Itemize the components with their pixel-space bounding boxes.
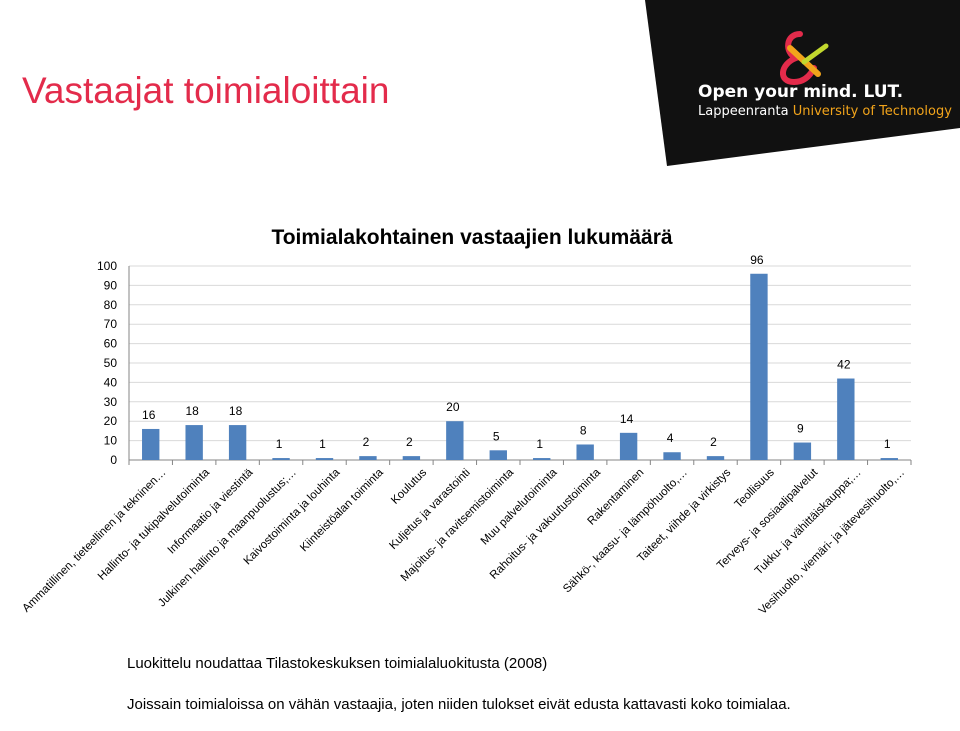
- data-label: 18: [185, 404, 199, 418]
- data-label: 1: [536, 437, 543, 451]
- logo-university: Lappeenranta University of Technology: [698, 104, 952, 119]
- category-label: Teollisuus: [733, 466, 777, 510]
- chart-title: Toimialakohtainen vastaajien lukumäärä: [271, 226, 672, 249]
- gridlines: [129, 265, 911, 442]
- data-label: 2: [363, 435, 370, 449]
- category-label: Koulutus: [389, 466, 429, 506]
- y-tick-label: 0: [110, 453, 117, 467]
- bar: [402, 456, 421, 460]
- data-label: 96: [750, 253, 764, 267]
- y-tick-label: 80: [104, 298, 118, 312]
- bar: [489, 450, 507, 460]
- data-label: 4: [667, 431, 674, 445]
- y-tick-label: 70: [104, 317, 118, 331]
- bar-chart: Toimialakohtainen vastaajien lukumäärä 0…: [20, 226, 912, 617]
- logo-university-city: Lappeenranta: [698, 104, 793, 119]
- data-label: 20: [446, 400, 460, 414]
- bar: [750, 273, 768, 460]
- bar: [706, 456, 725, 460]
- data-label: 2: [710, 435, 717, 449]
- slide-title: Vastaajat toimialoittain: [22, 70, 390, 111]
- data-label: 16: [142, 408, 156, 422]
- data-label: 1: [319, 437, 326, 451]
- bars: [142, 273, 898, 460]
- data-label: 1: [884, 437, 891, 451]
- bar: [315, 458, 334, 460]
- category-label: Informaatio ja viestintä: [166, 466, 256, 556]
- bar: [446, 421, 464, 460]
- data-label: 5: [493, 429, 500, 443]
- bar: [359, 456, 377, 460]
- classification-note: Luokittelu noudattaa Tilastokeskuksen to…: [127, 655, 548, 672]
- bar: [272, 458, 290, 460]
- y-tick-label: 10: [104, 434, 118, 448]
- y-tick-label: 100: [97, 259, 117, 273]
- logo-university-name: University of Technology: [792, 104, 952, 119]
- data-label: 14: [620, 412, 634, 426]
- bar: [142, 428, 160, 460]
- bar: [228, 425, 247, 460]
- bar: [880, 458, 898, 460]
- bar: [185, 425, 203, 460]
- bar: [793, 442, 812, 460]
- bar: [619, 432, 638, 460]
- category-label: Kiinteistöalan toiminta: [298, 466, 386, 554]
- category-labels: Ammatillinen, tieteellinen ja tekninen…H…: [20, 466, 907, 617]
- logo-slogan: Open your mind. LUT.: [698, 82, 904, 102]
- y-tick-label: 30: [104, 395, 118, 409]
- category-label: Muu palvelutoiminta: [479, 466, 560, 547]
- data-label: 1: [276, 437, 283, 451]
- axes: 0 10 20 30 40 50 60 70 80 90 100: [97, 259, 912, 467]
- data-label: 2: [406, 435, 413, 449]
- data-label: 42: [837, 358, 851, 372]
- bar: [533, 458, 551, 460]
- data-label: 8: [580, 423, 587, 437]
- representativeness-note: Joissain toimialoissa on vähän vastaajia…: [127, 696, 791, 713]
- category-label: Taiteet, viihde ja virkistys: [635, 466, 733, 564]
- data-label: 18: [229, 404, 243, 418]
- data-label: 9: [797, 422, 804, 436]
- y-tick-label: 40: [104, 375, 118, 389]
- y-tick-label: 50: [104, 356, 118, 370]
- y-tick-label: 20: [104, 414, 118, 428]
- bar: [576, 444, 594, 460]
- bar: [837, 378, 855, 460]
- category-label: Kuljetus ja varastointi: [387, 467, 472, 552]
- y-tick-label: 90: [104, 278, 118, 292]
- bar: [663, 452, 681, 460]
- y-tick-label: 60: [104, 337, 118, 351]
